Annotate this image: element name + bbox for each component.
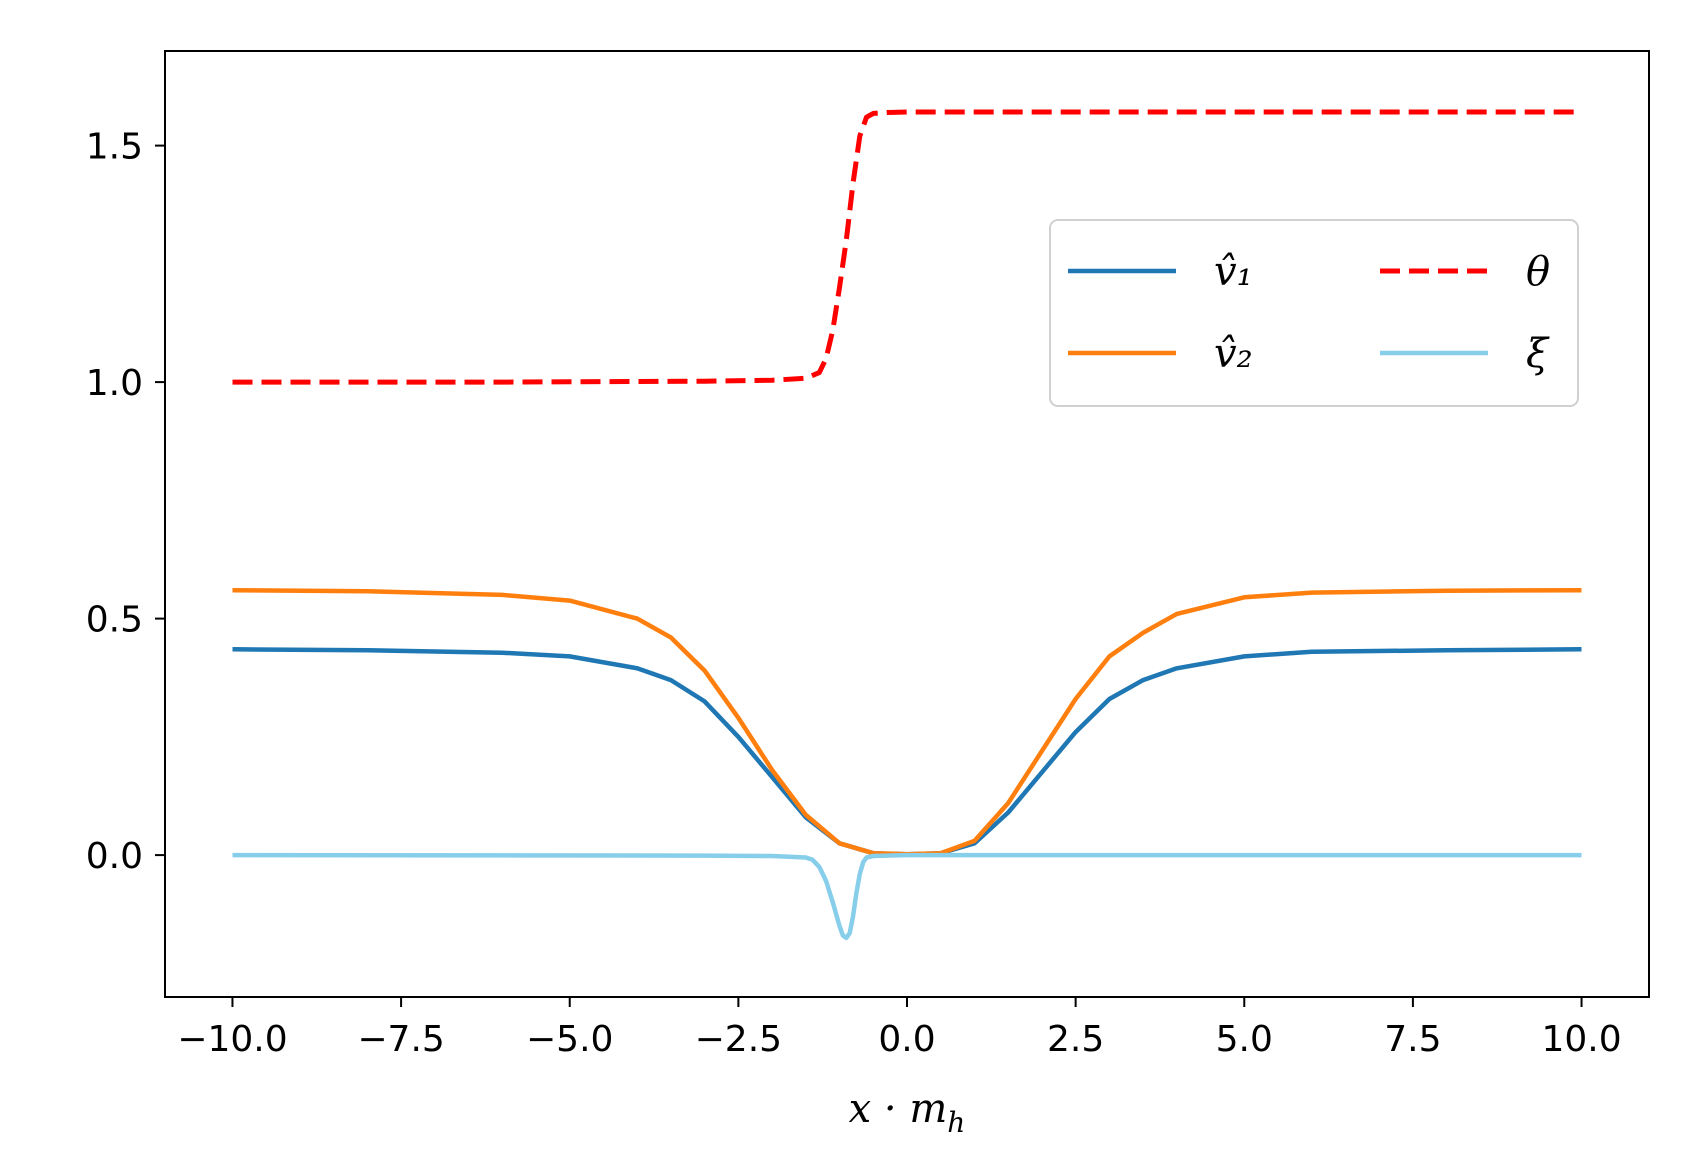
x-tick-label: 7.5 [1384,1019,1441,1060]
legend: v̂₁ v̂₂ θξ [1049,219,1579,407]
y-tick-label: 0.0 [86,836,143,877]
legend-label-1: v̂₂ [1214,331,1253,377]
x-tick-label: −7.5 [357,1019,444,1060]
x-axis-label: x · mh [849,1086,966,1139]
y-tick-label: 0.5 [86,600,143,641]
series-layer [232,109,1582,941]
x-tick-label: −5.0 [526,1019,613,1060]
x-tick-label: 2.5 [1047,1019,1104,1060]
legend-label-0: v̂₁ [1214,249,1253,295]
series-line-2 [232,109,1582,385]
x-axis: −10.0 −7.5 −5.0 −2.5 0.0 2.5 5.0 7.5 10.0 [177,997,1622,1060]
x-tick-label: 0.0 [878,1019,935,1060]
series-line-3 [232,852,1582,941]
x-tick-label: −10.0 [177,1019,287,1060]
legend-box [1049,219,1579,407]
y-tick-label: 1.5 [86,127,143,168]
x-tick-label: 10.0 [1541,1019,1621,1060]
x-tick-label: 5.0 [1216,1019,1273,1060]
legend-label-3: ξ [1526,331,1550,377]
legend-label-2: θ [1526,249,1550,295]
y-axis: 0.0 0.5 1.0 1.5 [86,127,165,877]
x-tick-label: −2.5 [695,1019,782,1060]
y-tick-label: 1.0 [86,363,143,404]
